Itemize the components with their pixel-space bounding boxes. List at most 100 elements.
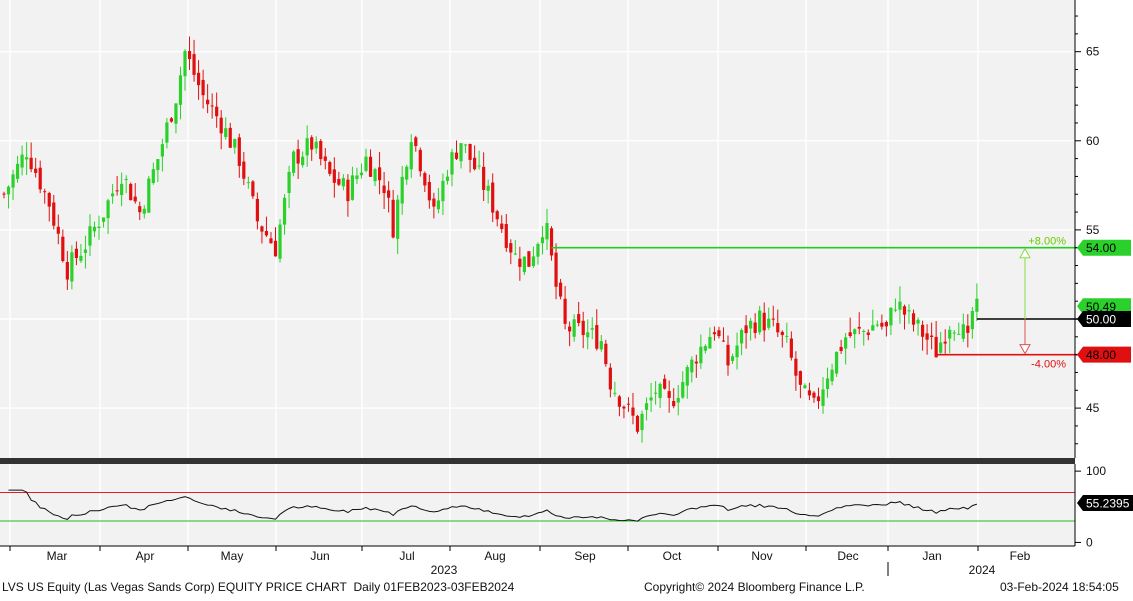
candle-body [730,356,735,361]
candle-body [853,329,857,335]
candle-body [884,321,888,327]
stop-arrow-head [1019,344,1031,355]
candle-body [187,51,192,60]
candle-body [305,138,309,156]
last-price-tag-bg [1077,298,1131,315]
candle-body [957,333,961,335]
candle-body [568,326,572,332]
candle-body [328,162,332,174]
candle-body [482,166,486,190]
candle-body [445,176,450,181]
candle-body [337,178,341,185]
candle-body [34,168,38,173]
candle-body [11,174,15,188]
axes: 4550556065010050.4954.0050.0048.0055.239… [0,0,1133,577]
candle-body [735,345,739,358]
candle-body [418,149,422,172]
candle-body [124,178,128,180]
candle-body [667,391,671,398]
candle-body [368,156,373,177]
candle-body [147,178,151,213]
candle-body [287,171,291,193]
candle-body [405,166,409,180]
candle-body [703,346,707,351]
candle-body [644,403,649,410]
candle-body [690,359,694,373]
candle-body [391,199,395,238]
candle-body [513,253,517,255]
current-tag-bg [1077,310,1131,327]
candle-body [911,313,916,325]
candle-body [183,51,187,77]
candle-body [463,144,468,146]
candle-body [739,329,744,344]
candle-body [242,161,246,179]
candle-body [762,312,766,331]
candle-body [246,182,250,184]
month-label: Oct [663,549,682,563]
candle-body [536,243,540,257]
candle-body [545,223,549,240]
rsi-last-tag: 55.2395 [1086,497,1130,511]
stop-tag: 48.00 [1086,348,1116,362]
candle-body [486,185,490,191]
candle-body [6,186,11,195]
candle-body [70,252,74,282]
candle-body [165,122,169,143]
candle-body [663,378,667,389]
candle-body [749,320,753,329]
month-label: Mar [47,549,68,563]
candle-body [712,332,717,335]
candle-body [473,157,477,170]
candle-body [423,173,427,186]
candle-body [373,169,377,182]
candle-body [43,191,47,193]
candle-body [590,328,594,330]
candle-body [332,169,336,183]
candle-body [83,249,88,254]
candle-body [29,157,33,170]
candle-body [500,223,504,230]
candle-body [930,335,934,338]
candle-body [92,226,97,232]
candle-body [939,342,943,353]
candle-body [2,193,6,195]
candle-body [816,396,821,402]
candle-body [296,149,300,164]
candle-body [260,226,264,232]
year-label: 2024 [969,563,996,577]
price-tick-label: 65 [1086,45,1100,59]
candle-body [844,337,848,349]
candle-body [120,183,124,196]
rsi-tick-label: 100 [1086,464,1106,478]
candle-body [52,202,56,226]
stop-pct-label: -4.00% [1031,359,1066,371]
candle-body [495,211,499,220]
candle-body [111,193,115,197]
target-tag: 54.00 [1086,241,1116,255]
candle-body [626,403,631,405]
candle-body [251,181,255,197]
candle-body [255,198,259,222]
current-tag: 50.00 [1086,312,1116,326]
candle-body [617,396,621,407]
candle-body [15,163,20,179]
candle-body [79,255,83,261]
price-tick-label: 45 [1086,401,1100,415]
candle-body [825,378,830,389]
target-arrow-head [1019,247,1031,259]
candle-body [133,196,137,202]
candle-body [224,128,228,138]
month-label: Nov [751,549,772,563]
candle-body [726,344,730,366]
candle-body [835,351,839,374]
month-label: Jul [399,549,414,563]
month-label: Jan [922,549,941,563]
candle-body [708,336,712,349]
rsi-line [8,489,978,522]
candle-body [319,140,323,160]
pane-divider[interactable] [0,458,1075,464]
candle-body [432,198,436,207]
candle-body [237,137,241,166]
